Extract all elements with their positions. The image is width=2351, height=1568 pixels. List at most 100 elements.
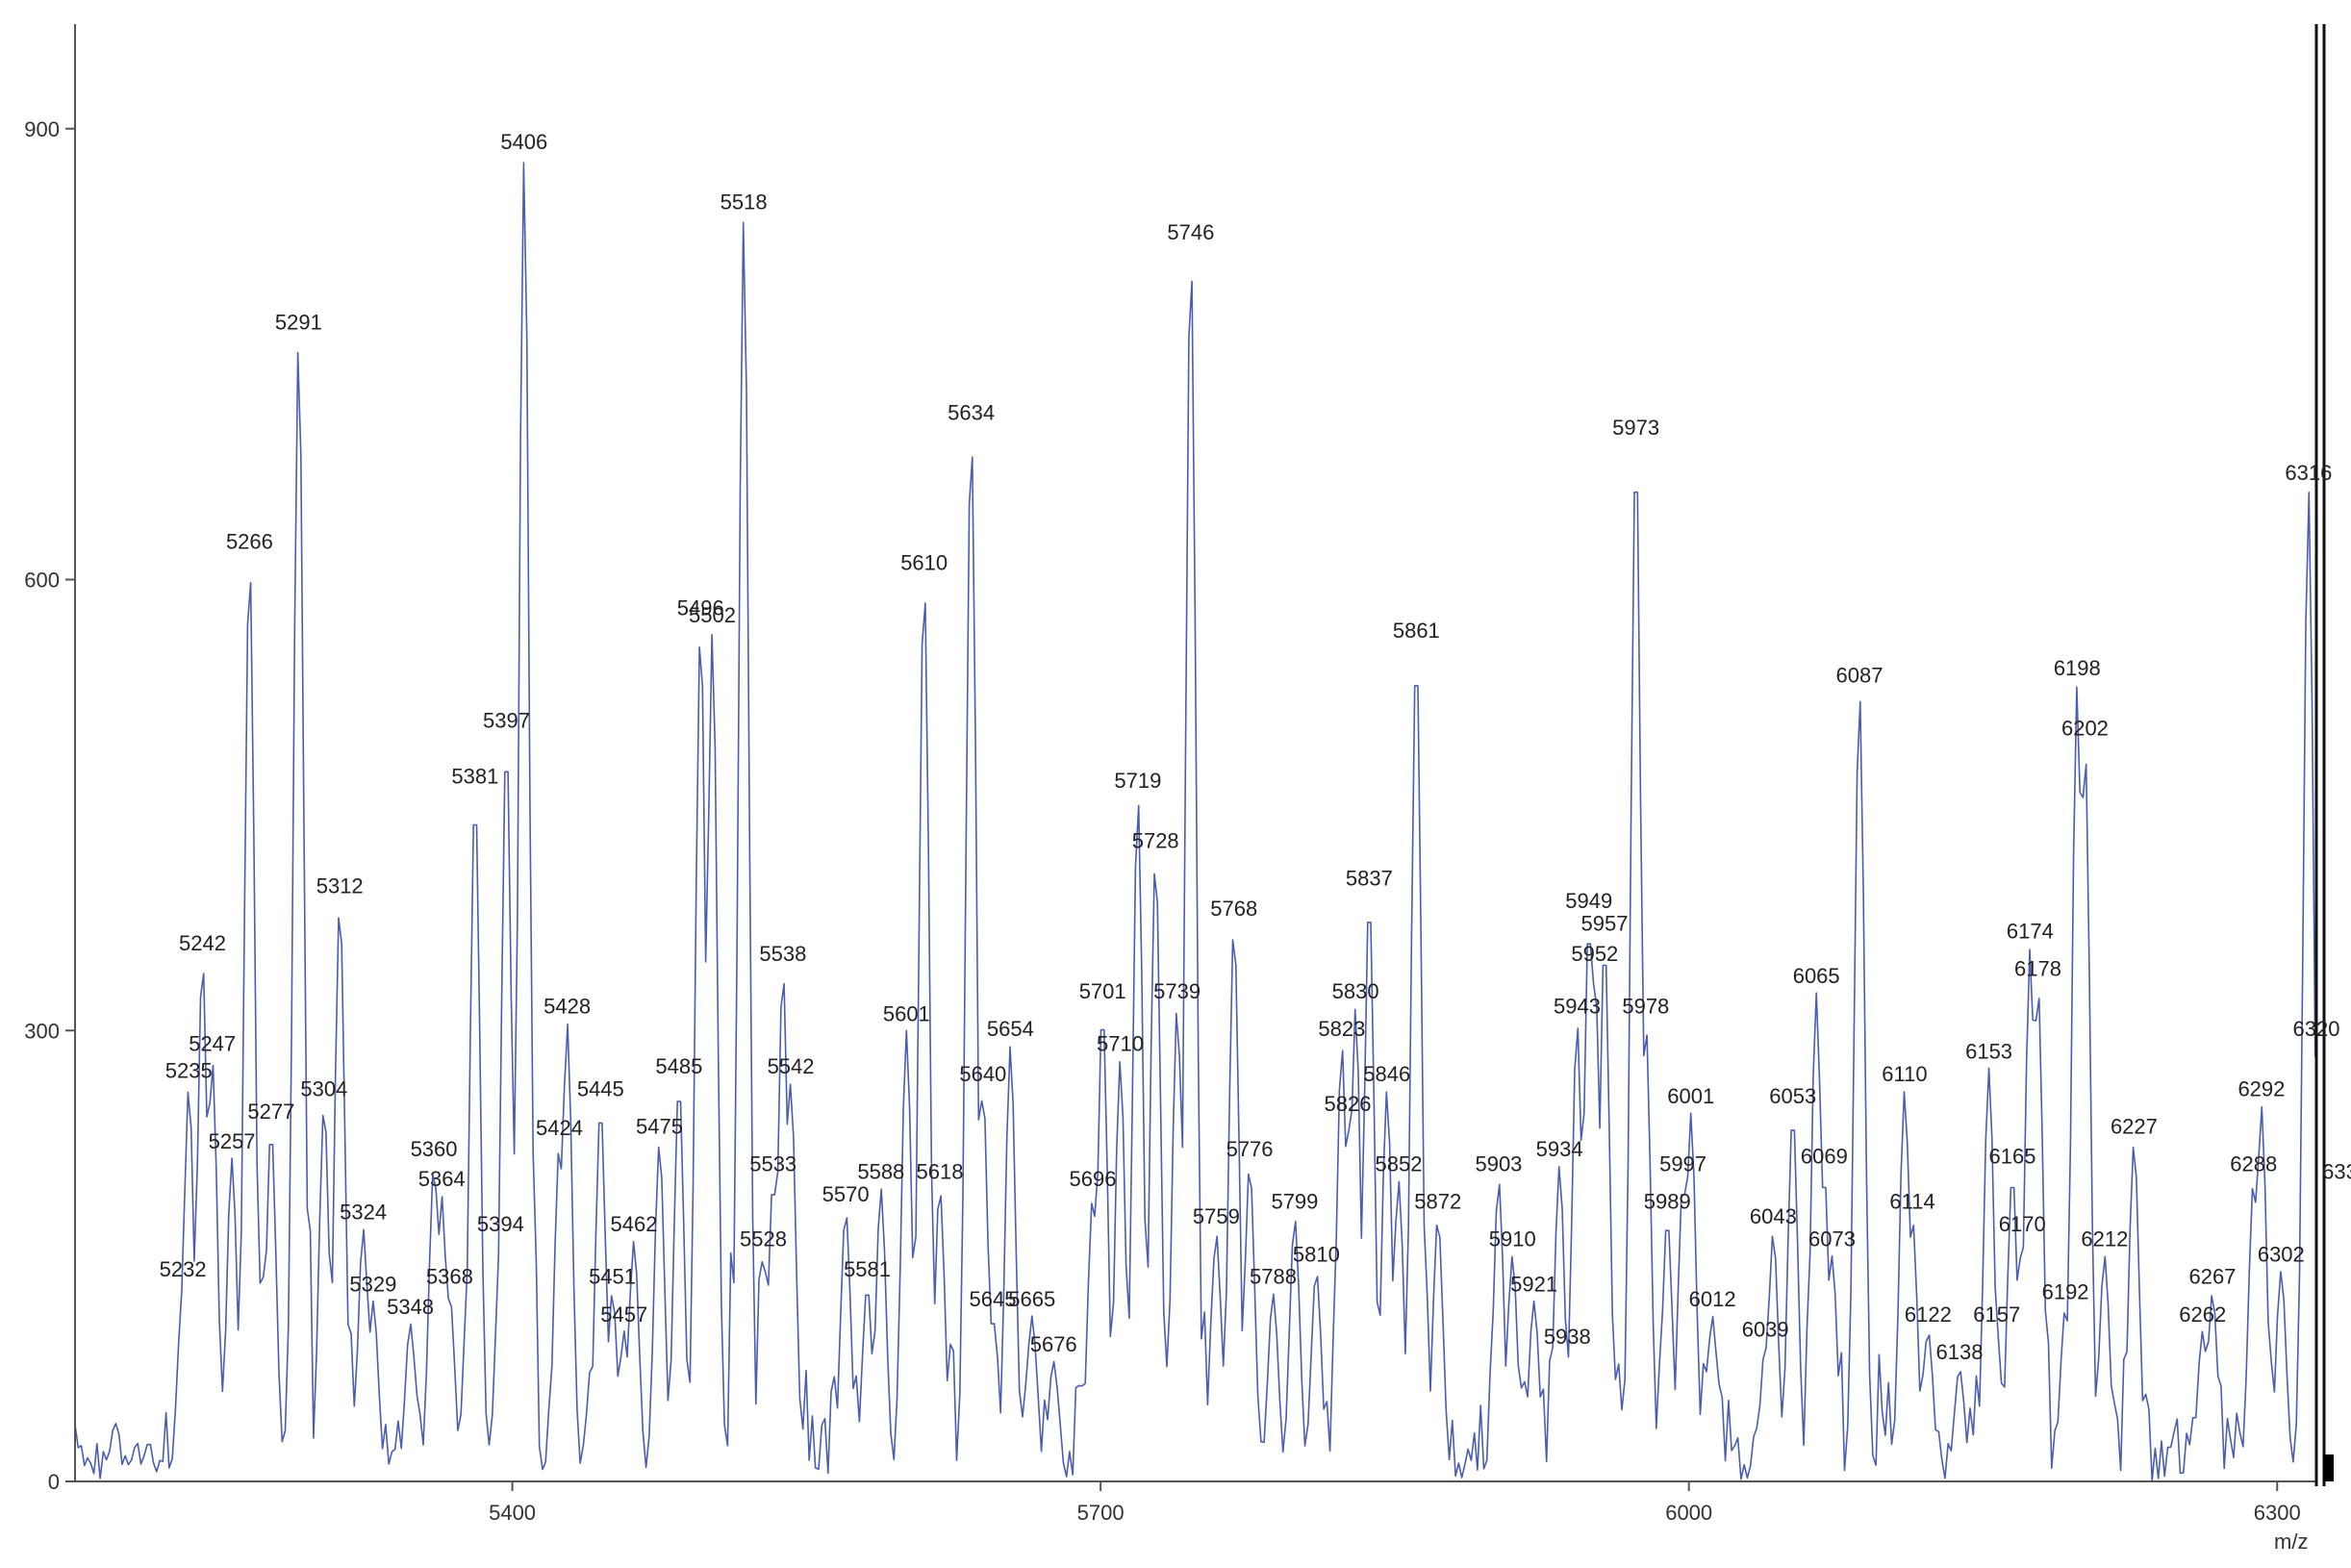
peak-label: 6198: [2054, 656, 2101, 680]
peak-label: 6174: [2007, 919, 2054, 943]
peak-label: 5978: [1622, 994, 1669, 1018]
peak-label: 5665: [1008, 1287, 1055, 1311]
peak-label: 6292: [2237, 1076, 2285, 1100]
peak-label: 6165: [1989, 1145, 2036, 1169]
peak-label: 5277: [247, 1100, 294, 1124]
peak-label: 5266: [226, 530, 273, 554]
peak-label: 5462: [610, 1212, 657, 1236]
peak-label: 5502: [689, 603, 736, 627]
peak-label: 6227: [2111, 1114, 2158, 1138]
peak-label: 5710: [1097, 1032, 1144, 1056]
spectrum-trace-layer: [75, 162, 2316, 1481]
peak-label: 5570: [822, 1182, 870, 1206]
peak-label: 5312: [316, 873, 364, 898]
peak-label: 5830: [1332, 979, 1379, 1003]
peak-label: 5232: [160, 1257, 207, 1281]
peak-label: 5676: [1030, 1332, 1077, 1356]
peak-label: 5528: [740, 1227, 787, 1252]
peak-label: 5943: [1554, 994, 1601, 1018]
peak-label: 6053: [1769, 1084, 1816, 1108]
peak-label: 6212: [2081, 1227, 2128, 1252]
peak-label: 6288: [2230, 1152, 2277, 1176]
peak-label: 6192: [2042, 1279, 2089, 1303]
peak-label: 5242: [179, 931, 226, 955]
peak-label: 5451: [589, 1265, 636, 1289]
peak-label: 6316: [2285, 461, 2332, 485]
peak-label: 5381: [451, 764, 498, 788]
peak-label: 5776: [1226, 1137, 1274, 1161]
peak-label: 6157: [1973, 1302, 2020, 1327]
peak-label: 5304: [300, 1076, 347, 1100]
peak-label: 5601: [883, 1001, 930, 1025]
peak-label: 5257: [209, 1129, 256, 1153]
x-tick-label: 6300: [2254, 1501, 2301, 1525]
peak-label: 5394: [477, 1212, 524, 1236]
peak-label: 5823: [1318, 1017, 1365, 1041]
peak-label: 6073: [1808, 1227, 1856, 1252]
peak-label: 6087: [1836, 664, 1883, 688]
x-axis-ticks: 5400 5700 6000 6300: [489, 1481, 2301, 1525]
x-tick-label: 6000: [1665, 1501, 1712, 1525]
peak-label: 6110: [1882, 1062, 1927, 1086]
peak-label: 5588: [857, 1159, 904, 1183]
peak-label: 5810: [1293, 1242, 1340, 1266]
peak-label: 6043: [1750, 1204, 1797, 1228]
peak-label: 6335: [2322, 1159, 2351, 1183]
peak-label: 5645: [970, 1287, 1017, 1311]
peak-label: 5496: [677, 595, 724, 620]
peak-label: 6069: [1801, 1145, 1848, 1169]
peak-label: 5618: [916, 1159, 963, 1183]
peak-label: 5938: [1544, 1325, 1591, 1349]
peak-label: 5654: [987, 1017, 1034, 1041]
peak-label: 6170: [1999, 1212, 2046, 1236]
peak-label: 5872: [1414, 1190, 1461, 1214]
peak-label: 5445: [577, 1076, 624, 1100]
peak-label: 5640: [959, 1062, 1006, 1086]
peak-label: 6178: [2014, 956, 2061, 980]
peak-label: 6114: [1889, 1190, 1934, 1214]
peak-label: 5957: [1581, 912, 1629, 936]
peak-label: 5952: [1571, 942, 1618, 966]
peak-label: 5360: [411, 1137, 458, 1161]
peak-label: 6001: [1667, 1084, 1714, 1108]
y-tick-label: 600: [24, 569, 60, 593]
peak-label: 6065: [1793, 964, 1840, 988]
peak-label: 5457: [600, 1302, 647, 1327]
peak-label: 5768: [1210, 897, 1257, 921]
y-tick-label: 300: [24, 1019, 60, 1043]
peak-label: 5846: [1363, 1062, 1410, 1086]
peak-label: 5397: [483, 709, 530, 733]
peak-label: 5759: [1193, 1204, 1240, 1228]
peak-label: 5518: [720, 190, 768, 215]
peak-label: 6122: [1905, 1302, 1952, 1327]
x-tick-label: 5700: [1077, 1501, 1125, 1525]
peak-label: 6012: [1689, 1287, 1736, 1311]
peak-label: 5235: [165, 1059, 213, 1083]
peak-label: 6202: [2061, 716, 2109, 740]
peak-label: 5903: [1475, 1152, 1522, 1176]
peak-label: 6153: [1965, 1039, 2012, 1063]
peak-label: 5973: [1612, 416, 1659, 440]
peak-label: 5701: [1079, 979, 1126, 1003]
right-frame: [2314, 24, 2334, 1486]
spectrum-line: [75, 162, 2316, 1481]
peak-label: 5291: [275, 311, 322, 335]
peak-label: 5852: [1376, 1152, 1423, 1176]
x-axis-title: m/z: [2274, 1530, 2308, 1554]
peak-label: 5826: [1325, 1092, 1372, 1116]
y-tick-label: 0: [48, 1470, 60, 1494]
peak-label: 6302: [2258, 1242, 2305, 1266]
x-tick-label: 5400: [489, 1501, 536, 1525]
peak-label: 5910: [1489, 1227, 1536, 1252]
peak-label: 5746: [1167, 220, 1214, 244]
peak-label: 5861: [1393, 619, 1440, 643]
peak-label: 6262: [2179, 1302, 2226, 1327]
peak-label: 5364: [418, 1167, 466, 1191]
peak-label: 6138: [1936, 1340, 1984, 1364]
peak-label: 5989: [1644, 1190, 1691, 1214]
peak-label: 5581: [844, 1257, 891, 1281]
peak-label: 5538: [759, 942, 806, 966]
peak-label: 5324: [340, 1201, 387, 1225]
y-axis-ticks: 0 300 600 900: [24, 117, 75, 1494]
